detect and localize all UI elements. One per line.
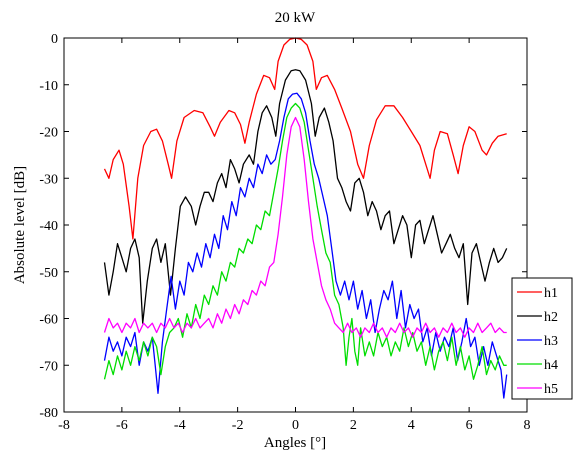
- series-line-h3: [103, 92, 508, 399]
- x-tick-label: 8: [524, 418, 531, 433]
- plot-frame: [63, 37, 528, 413]
- series-line-h4: [103, 102, 507, 380]
- y-axis-label: Absolute level [dB]: [12, 166, 28, 284]
- legend-items: h1 h2 h3 h4 h5: [517, 286, 558, 397]
- y-tick-label: -10: [39, 79, 58, 94]
- x-tick-label: -4: [174, 418, 186, 433]
- y-tick-label: -70: [39, 359, 58, 374]
- legend-label-h1: h1: [544, 286, 558, 301]
- x-tick-label: 4: [408, 418, 415, 433]
- x-tick-label: -2: [232, 418, 244, 433]
- x-tick-label: -8: [58, 418, 70, 433]
- legend-label-h5: h5: [544, 382, 558, 397]
- legend-label-h2: h2: [544, 310, 558, 325]
- x-tick-label: 6: [466, 418, 473, 433]
- series-line-h5: [103, 116, 507, 338]
- x-tick-label: -6: [116, 418, 128, 433]
- y-tick-label: -80: [39, 406, 58, 421]
- y-tick-label: -60: [39, 313, 58, 328]
- chart-title: 20 kW: [275, 10, 316, 26]
- legend-label-h4: h4: [544, 358, 558, 373]
- x-axis-label: Angles [°]: [264, 435, 326, 451]
- y-tick-label: -40: [39, 219, 58, 234]
- y-tick-label: 0: [51, 32, 58, 47]
- tick-label-layer: -8 -6 -4 -2 0 2 4 6 80-10-20-30-40-50-60-70-80: [39, 32, 530, 433]
- legend-label-h3: h3: [544, 334, 558, 349]
- y-tick-label: -20: [39, 126, 58, 141]
- x-tick-label: 2: [350, 418, 357, 433]
- legend-box: [511, 277, 573, 400]
- y-tick-label: -30: [39, 172, 58, 187]
- y-tick-label: -50: [39, 266, 58, 281]
- x-tick-label: 0: [292, 418, 299, 433]
- legend: h1 h2 h3 h4 h5: [511, 277, 573, 400]
- series-line-h2: [103, 69, 508, 324]
